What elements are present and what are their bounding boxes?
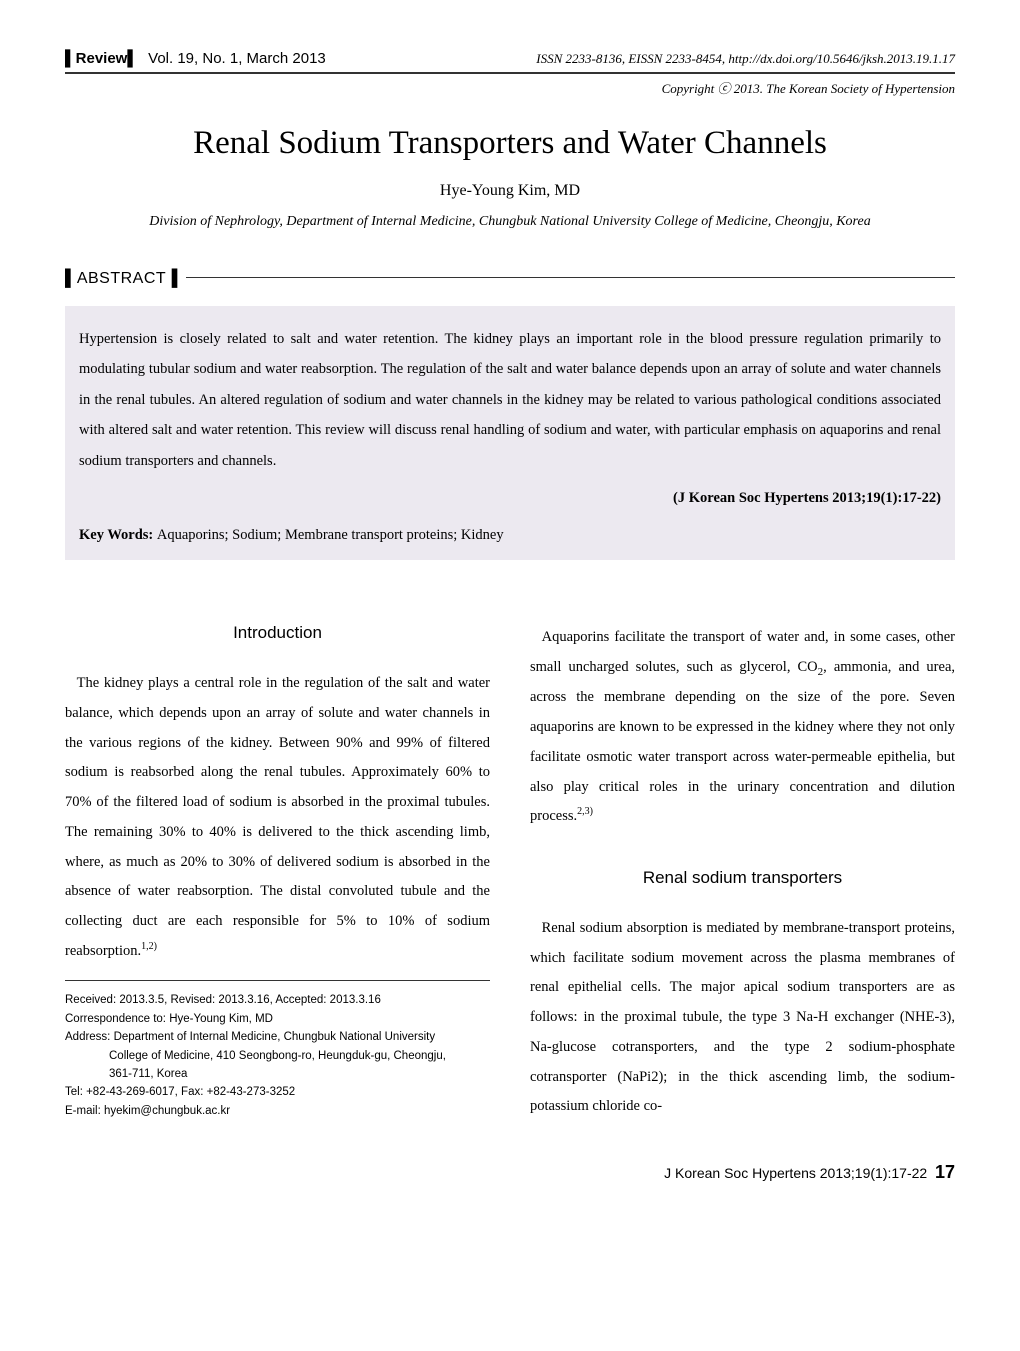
aquaporins-text: Aquaporins facilitate the transport of w… [530, 623, 955, 832]
page-footer: J Korean Soc Hypertens 2013;19(1):17-22 … [65, 1162, 955, 1183]
aqua-ref: 2,3) [577, 806, 593, 817]
journal-footer: J Korean Soc Hypertens 2013;19(1):17-22 [664, 1165, 927, 1181]
left-column: Introduction The kidney plays a central … [65, 615, 490, 1122]
renal-heading: Renal sodium transporters [530, 868, 955, 888]
abstract-header: ▌ABSTRACT▐ [65, 270, 955, 288]
keywords: Key Words: Aquaporins; Sodium; Membrane … [79, 527, 941, 544]
right-column: Aquaporins facilitate the transport of w… [530, 615, 955, 1122]
copyright: Copyright ⓒ 2013. The Korean Society of … [65, 78, 955, 97]
issn-info: ISSN 2233-8136, EISSN 2233-8454, http://… [536, 51, 955, 67]
introduction-text: The kidney plays a central role in the r… [65, 669, 490, 966]
author-name: Hye-Young Kim, MD [65, 182, 955, 200]
keywords-text: Aquaporins; Sodium; Membrane transport p… [157, 527, 504, 543]
address-line2: College of Medicine, 410 Seongbong-ro, H… [65, 1047, 490, 1065]
address-label: Address: [65, 1031, 114, 1043]
intro-p1: The kidney plays a central role in the r… [65, 675, 490, 958]
body-columns: Introduction The kidney plays a central … [65, 615, 955, 1122]
abstract-rule [186, 277, 955, 278]
correspondence-line: Correspondence to: Hye-Young Kim, MD [65, 1010, 490, 1028]
intro-ref1: 1,2) [141, 941, 157, 952]
abstract-box: Hypertension is closely related to salt … [65, 306, 955, 560]
abstract-citation: (J Korean Soc Hypertens 2013;19(1):17-22… [79, 490, 941, 507]
abstract-label: ▌ABSTRACT▐ [65, 270, 178, 288]
tel-line: Tel: +82-43-269-6017, Fax: +82-43-273-32… [65, 1083, 490, 1101]
received-line: Received: 2013.3.5, Revised: 2013.3.16, … [65, 991, 490, 1009]
review-volume: ▌Review▌ Vol. 19, No. 1, March 2013 [65, 50, 326, 68]
renal-text: Renal sodium absorption is mediated by m… [530, 914, 955, 1122]
address-block: Address: Department of Internal Medicine… [65, 1028, 490, 1083]
introduction-heading: Introduction [65, 623, 490, 643]
footer-divider [65, 980, 490, 981]
abstract-text: Hypertension is closely related to salt … [79, 324, 941, 476]
review-label: Review [76, 50, 128, 67]
volume-info: Vol. 19, No. 1, March 2013 [144, 50, 326, 67]
email-line: E-mail: hyekim@chungbuk.ac.kr [65, 1102, 490, 1120]
address-line1: Department of Internal Medicine, Chungbu… [114, 1031, 436, 1043]
article-title: Renal Sodium Transporters and Water Chan… [65, 125, 955, 162]
header-row: ▌Review▌ Vol. 19, No. 1, March 2013 ISSN… [65, 50, 955, 74]
aqua-p1-cont: , ammonia, and urea, across the membrane… [530, 659, 955, 824]
author-affiliation: Division of Nephrology, Department of In… [65, 214, 955, 230]
bracket-left: ▌ [65, 50, 76, 67]
footer-info: Received: 2013.3.5, Revised: 2013.3.16, … [65, 991, 490, 1120]
address-line3: 361-711, Korea [65, 1065, 490, 1083]
page-number: 17 [935, 1162, 955, 1182]
bracket-right: ▌ [127, 50, 138, 67]
keywords-label: Key Words: [79, 527, 157, 543]
